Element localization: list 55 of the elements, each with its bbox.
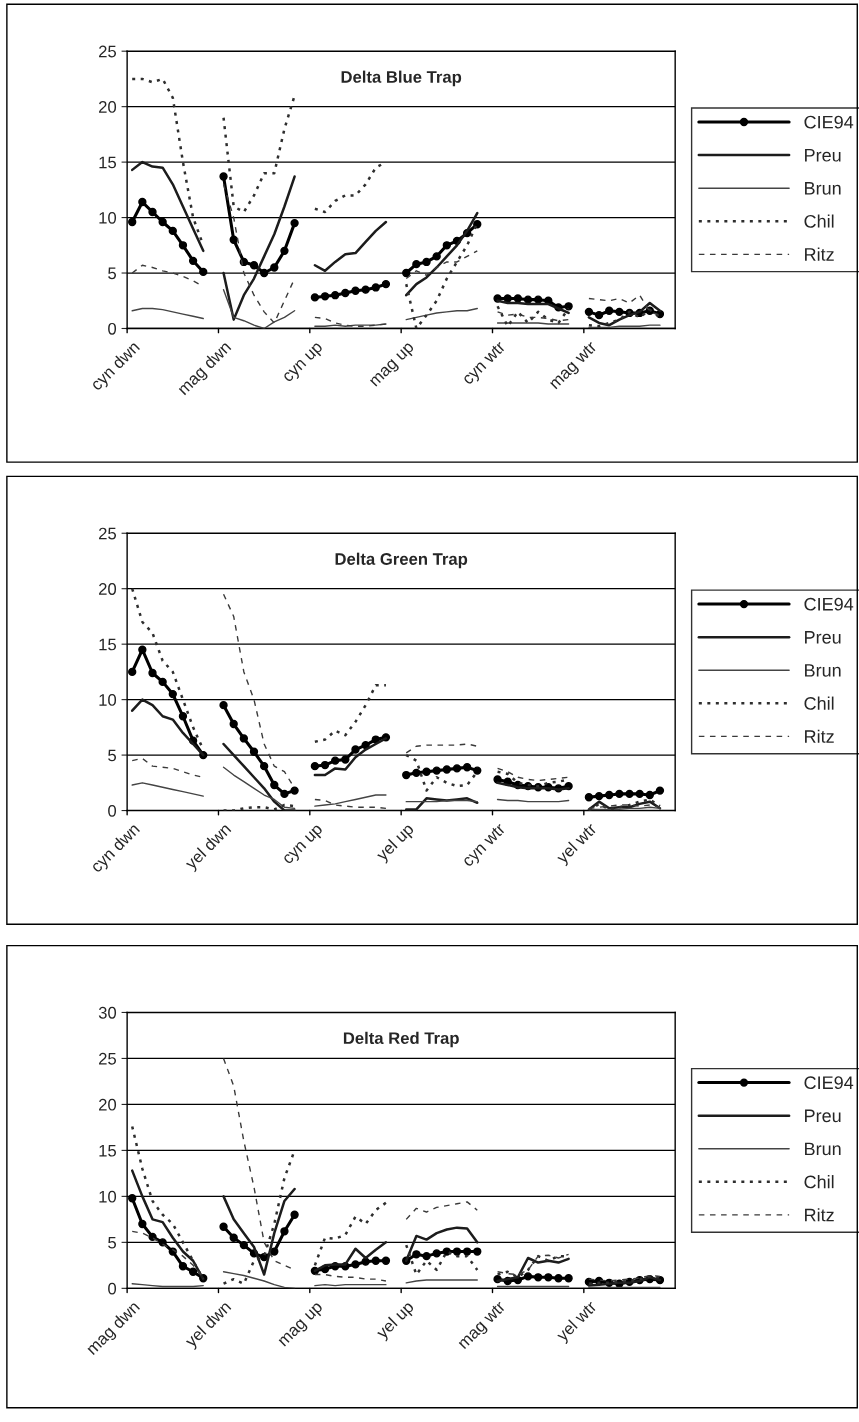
y-tick-label: 20 [99,101,117,113]
x-tick-label: mag dwn [176,340,234,398]
y-tick-label: 0 [108,804,117,817]
legend-label: Ritz [805,729,834,743]
y-tick-label: 25 [99,527,117,540]
legend-label: Preu [805,631,841,644]
legend-label: Ritz [805,247,834,261]
x-tick-label: yel wtr [554,1299,600,1345]
y-tick-label: 30 [98,1006,117,1019]
y-tick-label: 20 [99,583,117,595]
x-tick-label: cyn up [282,824,326,867]
legend-label: Preu [805,1109,841,1123]
text: Delta Blue Trap [341,70,462,87]
x-tick-label: yel up [374,822,417,865]
legend-label: CIE94 [804,115,854,129]
legend-label: Preu [805,149,841,162]
legend-label: Chil [804,1175,834,1189]
text: Delta Green Trap [335,552,468,569]
legend-label: CIE94 [804,1076,854,1090]
y-tick-label: 15 [99,638,117,651]
x-tick-label: mag up [369,342,417,390]
legend-label: Chil [804,696,834,710]
legend-label: Brun [805,182,841,195]
text: Delta Red Trap [343,1031,459,1048]
y-tick-label: 20 [99,1098,117,1111]
x-tick-label: mag up [278,1302,326,1349]
x-tick-label: yel up [374,1299,417,1342]
legend-label: Chil [804,214,834,228]
x-tick-label: mag wtr [457,1300,509,1352]
y-tick-label: 5 [108,1236,117,1249]
x-tick-label: cyn wtr [461,340,509,388]
y-tick-label: 5 [108,267,117,280]
x-tick-label: cyn wtr [461,822,509,870]
y-tick-label: 25 [99,1052,117,1065]
legend-label: Brun [805,664,841,677]
y-tick-label: 15 [99,156,117,169]
x-tick-label: cyn dwn [89,822,143,876]
y-tick-label: 25 [99,45,117,58]
x-tick-label: mag wtr [548,340,600,392]
x-tick-label: mag dwn [85,1300,143,1358]
legend-label: Ritz [805,1208,834,1222]
y-tick-label: 0 [108,322,117,335]
x-tick-label: cyn up [282,342,326,385]
legend-label: Brun [805,1142,841,1156]
y-tick-label: 10 [99,1190,117,1203]
y-tick-label: 10 [99,694,117,706]
y-tick-label: 10 [99,211,117,224]
x-tick-label: yel dwn [183,1300,234,1351]
x-tick-label: yel wtr [554,821,600,867]
y-tick-label: 15 [99,1144,117,1157]
y-tick-label: 0 [108,1282,117,1295]
y-tick-label: 5 [108,749,117,762]
x-tick-label: yel dwn [183,822,234,873]
x-tick-label: cyn dwn [89,340,143,394]
legend-label: CIE94 [804,597,854,611]
